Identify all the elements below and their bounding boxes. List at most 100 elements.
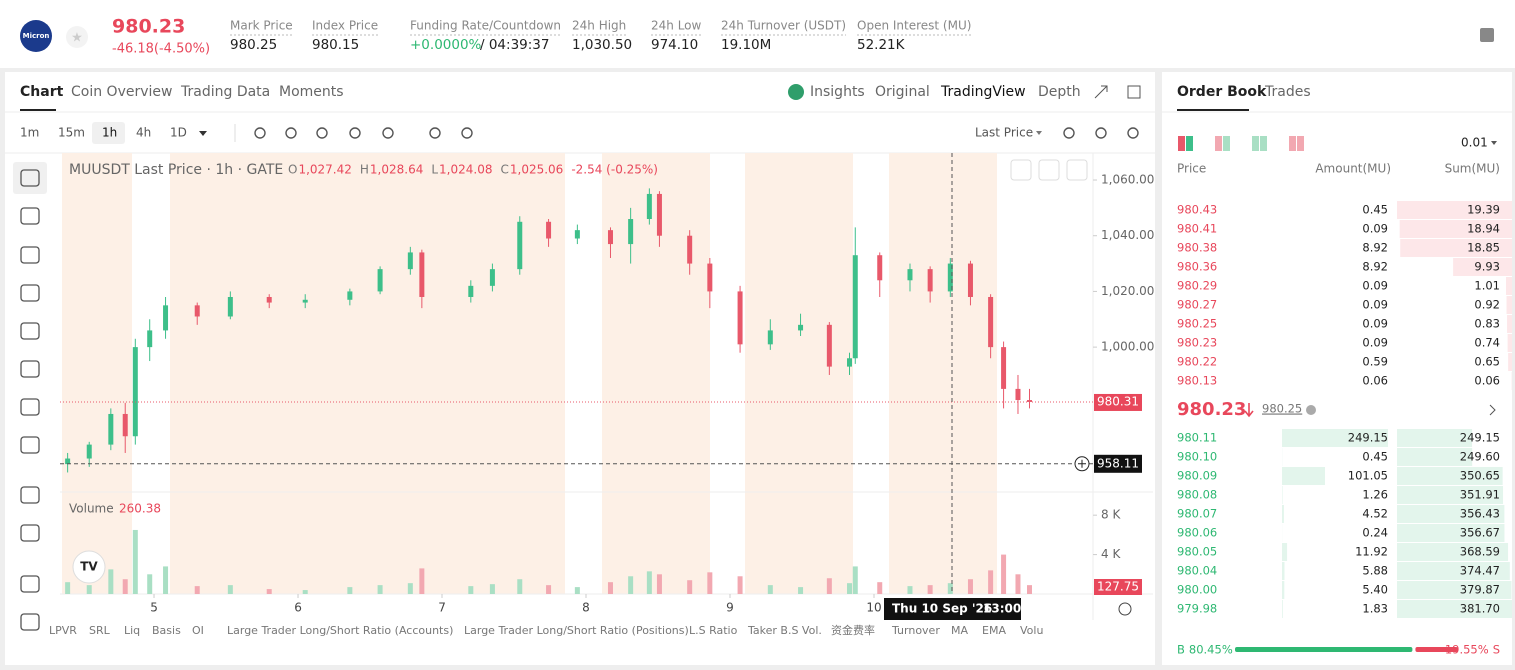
drawing-tool[interactable] xyxy=(20,284,40,302)
candle-body xyxy=(877,255,883,281)
price-source[interactable]: Last Price xyxy=(975,126,1033,140)
bid-sum: 356.67 xyxy=(1460,526,1500,540)
indicator[interactable]: 资金费率 xyxy=(831,623,875,637)
bid-amount-bar xyxy=(1282,600,1283,618)
favorite[interactable] xyxy=(66,26,88,48)
drawing-tool[interactable] xyxy=(20,207,40,225)
tab[interactable]: Coin Overview xyxy=(71,84,172,100)
bid-depth xyxy=(1397,467,1503,485)
interval[interactable]: 15m xyxy=(58,126,85,140)
tool-icon[interactable] xyxy=(316,127,328,139)
drawing-tool[interactable] xyxy=(20,486,40,504)
dropdown[interactable] xyxy=(199,131,207,136)
tool-icon[interactable] xyxy=(1095,127,1107,139)
dropdown[interactable] xyxy=(1036,131,1042,135)
book-mode[interactable] xyxy=(1186,136,1193,151)
expand-icon[interactable] xyxy=(1094,85,1108,99)
stat-label: Funding Rate/Countdown xyxy=(410,19,561,33)
indicator[interactable]: OI xyxy=(192,624,204,637)
drawing-tool[interactable] xyxy=(20,360,40,378)
candle-body xyxy=(194,305,200,317)
book-mode[interactable] xyxy=(1178,136,1185,151)
book-mode[interactable] xyxy=(1223,136,1230,151)
ask-sum: 0.92 xyxy=(1474,298,1500,312)
book-mode[interactable] xyxy=(1215,136,1222,151)
dropdown[interactable] xyxy=(1491,141,1497,145)
tool-icon[interactable] xyxy=(349,127,361,139)
candle-body xyxy=(227,296,233,317)
indicator[interactable]: EMA xyxy=(982,624,1006,637)
ask-sum: 0.06 xyxy=(1474,374,1500,388)
drawing-tool[interactable] xyxy=(20,575,40,593)
ask-sum: 18.94 xyxy=(1467,222,1500,236)
book-mode[interactable] xyxy=(1252,136,1259,151)
ask-depth xyxy=(1506,277,1512,295)
view-tab[interactable]: TradingView xyxy=(940,84,1026,100)
indicator[interactable]: SRL xyxy=(89,624,111,637)
indicator[interactable]: Basis xyxy=(152,624,181,637)
indicator[interactable]: Taker B.S Vol. xyxy=(747,624,822,637)
indicator[interactable]: Large Trader Long/Short Ratio (Accounts) xyxy=(227,624,453,637)
indicator[interactable]: MA xyxy=(951,624,968,637)
bid-price: 980.11 xyxy=(1177,431,1217,445)
view-tab[interactable]: Original xyxy=(875,84,930,100)
chart-control[interactable] xyxy=(1010,159,1032,181)
chart-control[interactable] xyxy=(1066,159,1088,181)
more-arrow[interactable] xyxy=(1489,404,1496,416)
add-alert-plus[interactable] xyxy=(1078,459,1086,468)
ask-amount: 0.09 xyxy=(1362,298,1388,312)
ask-price: 980.22 xyxy=(1177,355,1217,369)
tool-icon[interactable] xyxy=(382,127,394,139)
book-mode[interactable] xyxy=(1297,136,1304,151)
tool-icon[interactable] xyxy=(1127,127,1139,139)
drawing-tool[interactable] xyxy=(20,436,40,454)
volume-bar xyxy=(852,566,858,594)
layout-icon[interactable] xyxy=(1127,85,1141,99)
drawing-tool[interactable] xyxy=(20,398,40,416)
volume-bar xyxy=(347,587,353,594)
indicator[interactable]: Liq xyxy=(124,624,140,637)
book-mode[interactable] xyxy=(1289,136,1296,151)
indicator[interactable]: L.S Ratio xyxy=(689,624,738,637)
interval[interactable]: 4h xyxy=(136,126,151,140)
star-icon[interactable]: ★ xyxy=(71,31,83,46)
tool-icon[interactable] xyxy=(285,127,297,139)
bid-amount: 1.26 xyxy=(1362,488,1388,502)
candle-body xyxy=(907,269,913,281)
volume-bar xyxy=(967,579,973,594)
ask-amount: 8.92 xyxy=(1362,260,1388,274)
indicator[interactable]: Turnover xyxy=(891,624,940,637)
cursor-tool-bg[interactable] xyxy=(13,162,47,194)
tool-icon[interactable] xyxy=(461,127,473,139)
drawing-tool[interactable] xyxy=(20,613,40,631)
tab[interactable]: Moments xyxy=(279,84,344,100)
settings-icon[interactable] xyxy=(1118,602,1132,616)
interval[interactable]: 1h xyxy=(102,126,117,140)
precision[interactable]: 0.01 xyxy=(1461,136,1488,150)
drawing-tool[interactable] xyxy=(20,524,40,542)
view-tab[interactable]: Depth xyxy=(1038,84,1081,100)
chart-control[interactable] xyxy=(1038,159,1060,181)
ob-tab[interactable]: Trades xyxy=(1264,84,1311,100)
view-tab[interactable]: Insights xyxy=(810,84,865,100)
interval[interactable]: 1D xyxy=(170,126,187,140)
y-tick-label: 4 K xyxy=(1101,547,1121,561)
x-tick-label: 7 xyxy=(438,601,446,615)
interval[interactable]: 1m xyxy=(20,126,39,140)
volume-bar xyxy=(1026,585,1032,594)
drawing-tool[interactable] xyxy=(20,322,40,340)
tool-icon[interactable] xyxy=(429,127,441,139)
tab[interactable]: Trading Data xyxy=(180,84,270,100)
tab[interactable]: Chart xyxy=(20,84,64,100)
indicator[interactable]: LPVR xyxy=(49,624,77,637)
drawing-tool[interactable] xyxy=(20,169,40,187)
menu-icon[interactable] xyxy=(1480,28,1494,42)
indicator[interactable]: Large Trader Long/Short Ratio (Positions… xyxy=(464,624,689,637)
book-mode[interactable] xyxy=(1260,136,1267,151)
bid-depth xyxy=(1397,543,1509,561)
tool-icon[interactable] xyxy=(1063,127,1075,139)
drawing-tool[interactable] xyxy=(20,246,40,264)
ob-tab[interactable]: Order Book xyxy=(1177,84,1267,100)
tool-icon[interactable] xyxy=(254,127,266,139)
indicator[interactable]: Volu xyxy=(1020,624,1043,637)
